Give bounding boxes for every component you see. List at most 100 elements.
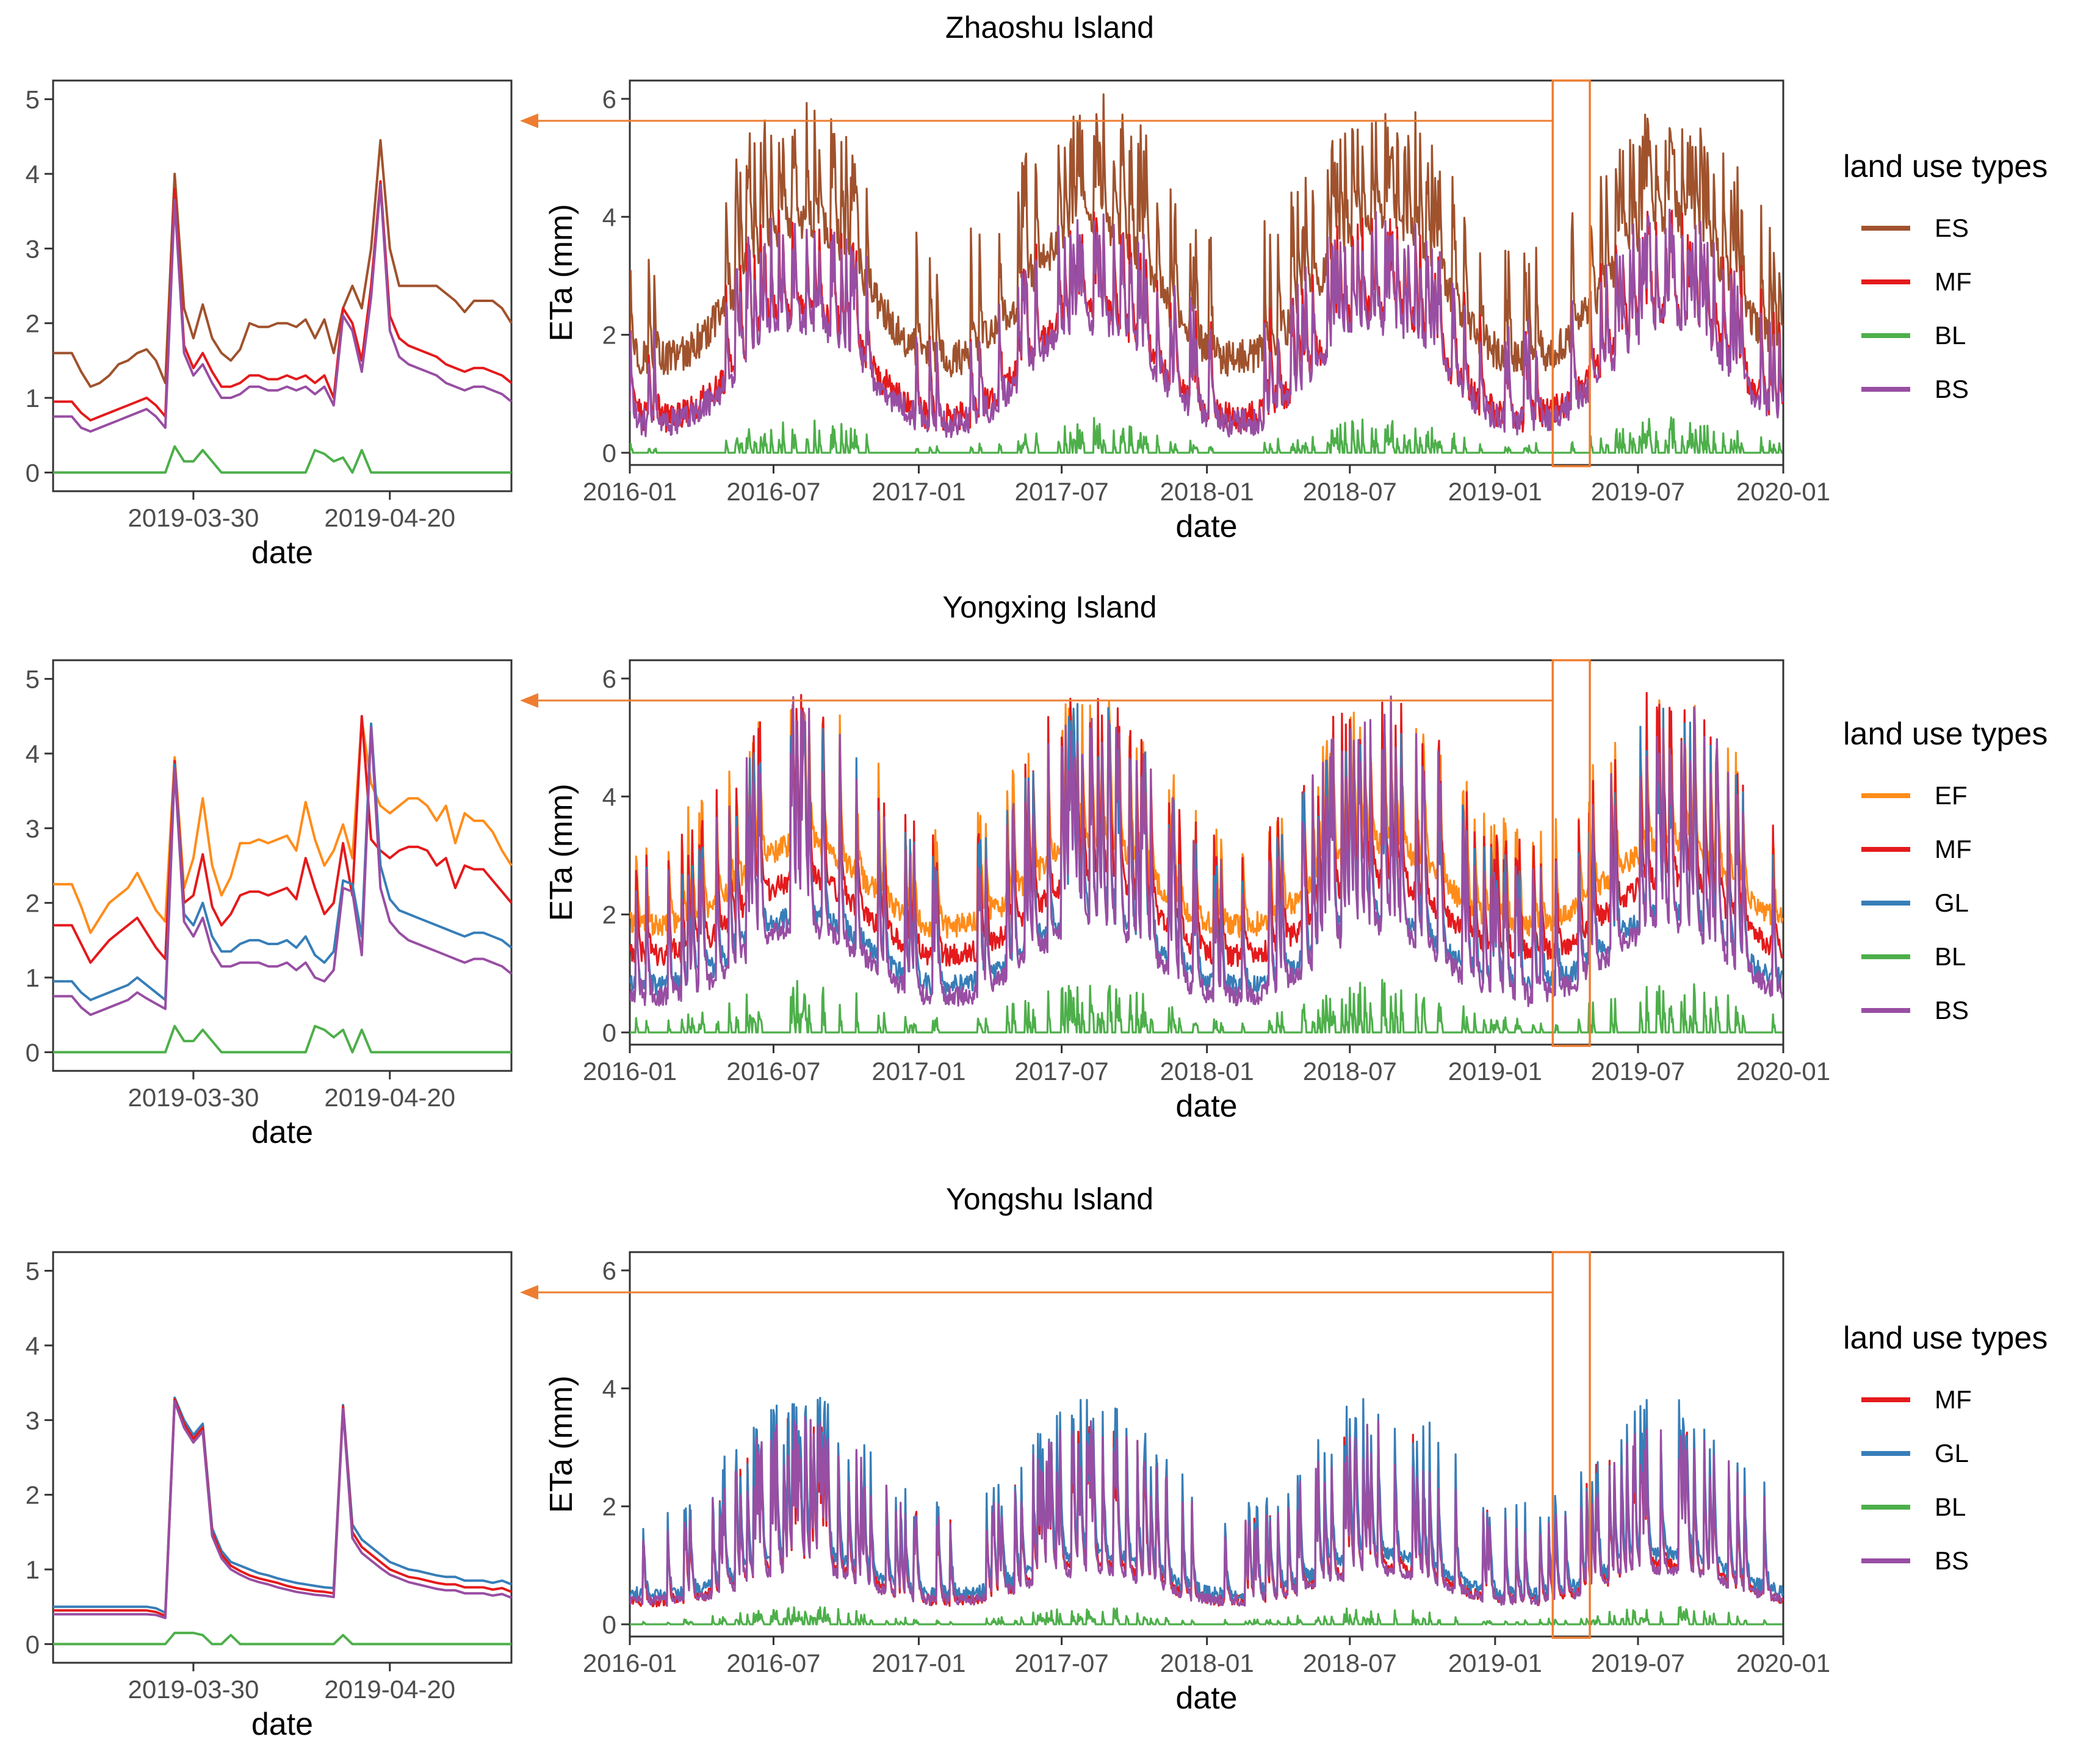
legend-title: land use types (1843, 149, 2048, 184)
inset-line-MF (53, 1398, 512, 1617)
inset-line-BL (53, 1632, 511, 1646)
highlight-window (1551, 1251, 1591, 1639)
inset-line-BL (53, 1025, 511, 1054)
main-ylabel: ETa (mm) (544, 204, 579, 341)
main-xtick-label: 2019-07 (1591, 477, 1685, 506)
legend-label: BL (1935, 1493, 1966, 1521)
inset-ytick-label: 1 (26, 384, 40, 412)
inset-plot: 0 1 2 3 4 5 2019-03-30 2019-04-20 date (26, 659, 513, 1150)
legend-label: BL (1935, 321, 1966, 350)
main-xtick-label: 2019-01 (1448, 1649, 1542, 1677)
legend-title: land use types (1843, 1320, 2048, 1356)
main-ytick-label: 6 (602, 85, 616, 113)
main-xtick-label: 2017-07 (1015, 1649, 1109, 1677)
main-xtick-label: 2018-07 (1303, 1057, 1397, 1086)
inset-line-BS (53, 1400, 512, 1619)
zhaoshu-panel: Zhaoshu Island 0 2 4 6 2016-01 2016-07 2017-01 2… (26, 10, 2048, 571)
inset-frame (52, 1251, 513, 1664)
inset-ytick-label: 4 (26, 740, 40, 768)
legend-title: land use types (1843, 716, 2048, 752)
inset-xtick-label: 2019-04-20 (324, 1083, 455, 1112)
main-plot-frame (629, 1251, 1784, 1638)
legend-label: EF (1935, 781, 1968, 810)
inset-ytick-label: 3 (26, 1406, 40, 1435)
zoom-arrow-head (520, 693, 538, 708)
main-ytick-label: 6 (602, 1256, 616, 1285)
inset-ytick-label: 2 (26, 309, 40, 338)
inset-plot: 0 1 2 3 4 5 2019-03-30 2019-04-20 date (26, 79, 513, 571)
inset-xlabel: date (251, 1115, 313, 1150)
inset-line-GL (53, 1396, 512, 1614)
legend-label: MF (1935, 267, 1972, 296)
main-xtick-label: 2019-01 (1448, 1057, 1542, 1086)
inset-line-BS (53, 184, 513, 433)
main-ylabel: ETa (mm) (544, 783, 579, 921)
main-ytick-label: 0 (602, 1018, 616, 1047)
yongshu-panel: Yongshu Island 0 2 4 6 2016-01 2016-07 2017-01 2… (26, 1182, 2048, 1742)
legend-label: BL (1935, 942, 1966, 971)
legend-label: BS (1935, 375, 1969, 403)
inset-line-ES (53, 139, 513, 388)
main-ytick-label: 0 (602, 1610, 616, 1639)
main-ytick-label: 4 (602, 782, 616, 811)
main-plot: 0 2 4 6 2016-01 2016-07 2017-01 2017-07 2018-01 2… (544, 1251, 1830, 1716)
main-xtick-label: 2017-07 (1015, 1057, 1109, 1086)
main-xtick-label: 2016-07 (726, 477, 820, 506)
inset-xtick-label: 2019-04-20 (324, 1675, 455, 1704)
main-xlabel: date (1175, 1089, 1237, 1124)
inset-xtick-label: 2019-03-30 (128, 1083, 259, 1112)
inset-ytick-label: 4 (26, 160, 40, 189)
inset-frame (52, 659, 513, 1072)
inset-ytick-label: 3 (26, 234, 40, 263)
main-xtick-label: 2020-01 (1736, 1057, 1830, 1086)
main-ytick-label: 2 (602, 321, 616, 350)
main-xtick-label: 2018-01 (1160, 1649, 1254, 1677)
main-ytick-label: 2 (602, 1493, 616, 1521)
main-xtick-label: 2016-07 (726, 1057, 820, 1086)
legend-label: ES (1935, 214, 1969, 242)
main-xtick-label: 2020-01 (1736, 477, 1830, 506)
inset-ytick-label: 5 (26, 85, 40, 114)
inset-xtick-label: 2019-04-20 (324, 503, 455, 532)
inset-ytick-label: 5 (26, 665, 40, 694)
legend-label: GL (1935, 888, 1969, 917)
main-xtick-label: 2018-07 (1303, 477, 1397, 506)
legend-label: MF (1935, 1385, 1972, 1414)
inset-xlabel: date (251, 1707, 313, 1742)
main-ytick-label: 0 (602, 439, 616, 467)
zoom-arrow-head (520, 1285, 538, 1300)
main-xtick-label: 2019-07 (1591, 1057, 1685, 1086)
inset-line-GL (53, 722, 513, 1001)
inset-line-MF (53, 180, 513, 422)
inset-ytick-label: 4 (26, 1331, 40, 1360)
inset-line-BS (53, 726, 513, 1017)
inset-plot: 0 1 2 3 4 5 2019-03-30 2019-04-20 date (26, 1251, 513, 1742)
main-xtick-label: 2018-07 (1303, 1649, 1397, 1677)
inset-ytick-label: 1 (26, 963, 40, 992)
legend-label: GL (1935, 1439, 1969, 1467)
panel-title: Zhaoshu Island (945, 10, 1154, 45)
inset-ytick-label: 1 (26, 1555, 40, 1584)
zoom-arrow-head (520, 113, 538, 128)
main-xtick-label: 2017-01 (871, 1649, 965, 1677)
main-ytick-label: 4 (602, 203, 616, 231)
inset-ytick-label: 5 (26, 1257, 40, 1286)
main-plot: 0 2 4 6 2016-01 2016-07 2017-01 2017-07 2018-01 2… (544, 79, 1830, 544)
inset-ytick-label: 2 (26, 889, 40, 918)
main-xtick-label: 2017-01 (871, 1057, 965, 1086)
inset-line-MF (53, 715, 513, 964)
highlight-window (1551, 79, 1591, 467)
main-xlabel: date (1175, 509, 1237, 544)
main-ytick-label: 2 (602, 901, 616, 929)
main-xtick-label: 2016-07 (726, 1649, 820, 1677)
main-xtick-label: 2017-01 (871, 477, 965, 506)
panel-title: Yongshu Island (946, 1182, 1153, 1216)
main-ytick-label: 6 (602, 664, 616, 693)
panels: Zhaoshu Island 0 2 4 6 2016-01 2016-07 2017-01 2… (26, 10, 2048, 1742)
inset-line-BL (53, 445, 511, 474)
main-plot: 0 2 4 6 2016-01 2016-07 2017-01 2017-07 2018-01 2… (544, 659, 1830, 1124)
legend: land use types MF GL BL BS (1843, 1320, 2048, 1575)
main-xtick-label: 2016-01 (583, 1649, 677, 1677)
main-xlabel: date (1175, 1680, 1237, 1716)
